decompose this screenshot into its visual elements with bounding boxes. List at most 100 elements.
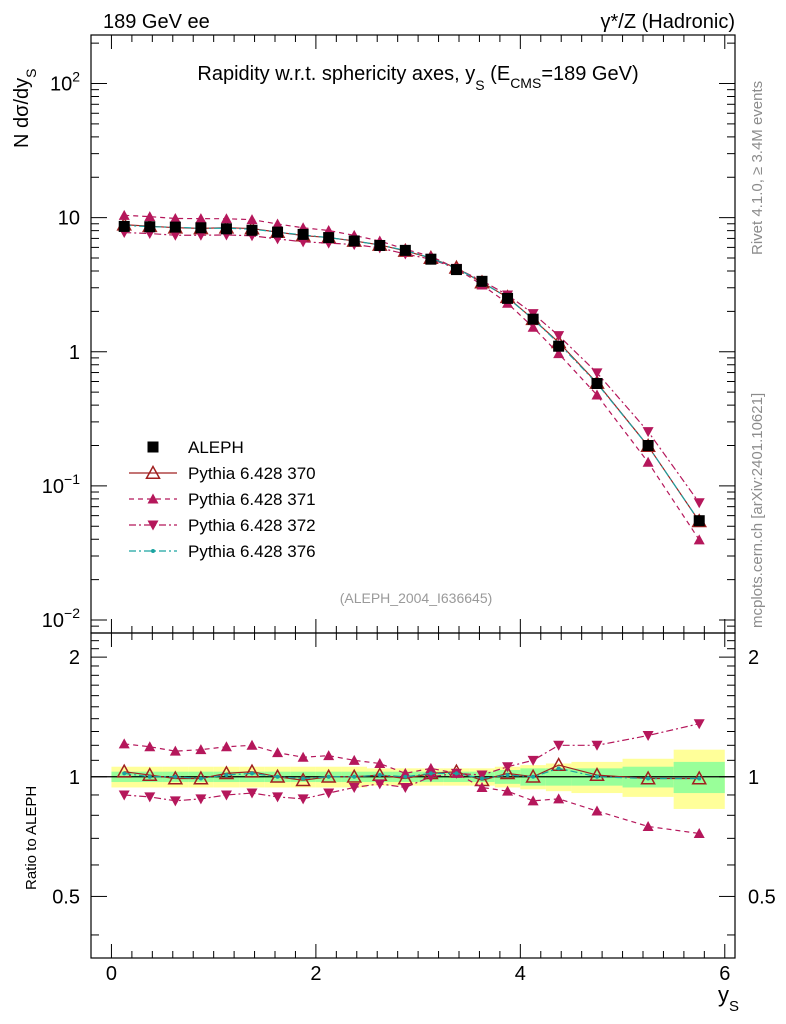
data-point [591,377,603,389]
ratio-point-4 [505,773,510,778]
ratio-point-1 [346,768,362,783]
ratio-point-4 [301,776,306,781]
legend-marker [145,464,161,479]
legend-label: Pythia 6.428 371 [188,490,316,509]
mcplots-label: mcplots.cern.ch [arXiv:2401.10621] [749,393,766,628]
y-tick-label: 1 [69,342,80,364]
ratio-point-2 [118,738,130,749]
ratio-point-3 [195,794,207,805]
ratio-point-4 [147,774,152,779]
legend-label: Pythia 6.428 376 [188,542,316,561]
ratio-point-4 [428,771,433,776]
data-point [118,220,130,232]
ratio-point-4 [224,773,229,778]
ratio-point-3 [399,782,411,793]
ratio-point-3 [425,772,437,783]
data-point [502,292,514,304]
legend: ALEPH Pythia 6.428 370 Pythia 6.428 371 Pyt… [129,438,316,561]
ratio-point-2 [220,741,232,752]
legend-label: Pythia 6.428 372 [188,516,316,535]
legend-marker [147,441,159,453]
data-point [297,228,309,240]
analysis-watermark: (ALEPH_2004_I636645) [340,590,493,606]
ratio-point-3 [553,740,565,751]
ratio-tick-label-right: 0.5 [748,886,776,908]
ratio-point-3 [374,779,386,790]
ratio-point-3 [527,755,539,766]
ratio-point-4 [352,774,357,779]
data-point [246,224,258,236]
series-point-2 [220,213,232,224]
y-tick-label: 10−1 [42,471,80,498]
ratio-point-4 [377,773,382,778]
ratio-point-1 [499,765,516,780]
ratio-point-2 [527,795,539,806]
ratio-point-4 [480,776,484,781]
ratio-point-3 [297,794,309,805]
ratio-frame [90,632,736,959]
series-point-2 [195,213,207,224]
ratio-tick-label: 0.5 [52,886,80,908]
series-point-2 [169,212,181,223]
ratio-point-2 [553,793,565,804]
x-tick-label: 6 [719,963,730,985]
series-point-3 [642,427,654,438]
ratio-point-1 [167,770,184,785]
series-point-3 [169,230,181,241]
series-point-3 [693,498,705,509]
x-tick-label: 4 [515,963,526,985]
ratio-point-4 [646,776,651,781]
rivet-version-label: Rivet 4.1.0, ≥ 3.4M events [749,81,766,255]
ratio-point-1 [244,763,260,778]
ratio-point-2 [399,767,411,778]
ratio-point-2 [591,805,603,816]
ratio-point-3 [169,796,181,807]
legend-label: Pythia 6.428 370 [188,464,316,483]
ratio-point-1 [691,770,707,785]
ratio-point-2 [323,750,335,761]
ratio-point-3 [272,792,284,803]
ratio-point-4 [556,766,561,771]
ratio-line-2 [124,743,700,835]
ratio-point-4 [326,774,331,779]
ratio-point-4 [531,774,536,779]
ratio-point-3 [118,790,130,801]
data-point [693,515,705,527]
series-point-3 [553,331,565,342]
legend-marker [147,520,159,531]
ratio-point-2 [693,827,705,838]
ratio-point-3 [591,740,603,751]
series-point-2 [591,389,603,400]
ratio-point-3 [144,792,156,803]
ratio-point-1 [640,770,656,785]
data-point [348,235,360,247]
top-y-axis-label: N dσ/dyS [11,69,39,149]
ratio-point-3 [693,719,705,730]
bottom-y-axis-label: Ratio to ALEPH [23,786,40,890]
ratio-point-1 [320,768,337,783]
series-line-3 [124,231,700,504]
data-point [425,253,437,265]
series-line-2 [124,214,700,541]
ratio-point-2 [144,741,156,752]
ratio-point-2 [297,751,309,762]
data-point [527,313,539,325]
series-point-2 [246,214,258,225]
ratio-point-1 [589,767,605,782]
ratio-point-2 [169,745,181,756]
ratio-tick-label: 2 [69,647,80,669]
series-point-2 [553,348,565,359]
ratio-point-4 [454,771,459,776]
ratio-point-1 [116,763,132,778]
ratio-point-2 [246,739,258,750]
ratio-point-2 [272,747,284,758]
data-point [374,239,386,251]
y-tick-label: 10 [58,208,80,230]
x-tick-label: 2 [310,963,321,985]
x-axis-label: yS [718,982,739,1015]
ratio-point-1 [142,767,158,782]
data-point [476,275,488,287]
series-point-2 [527,321,539,332]
data-point [169,221,181,233]
y-tick-label: 102 [50,69,80,96]
